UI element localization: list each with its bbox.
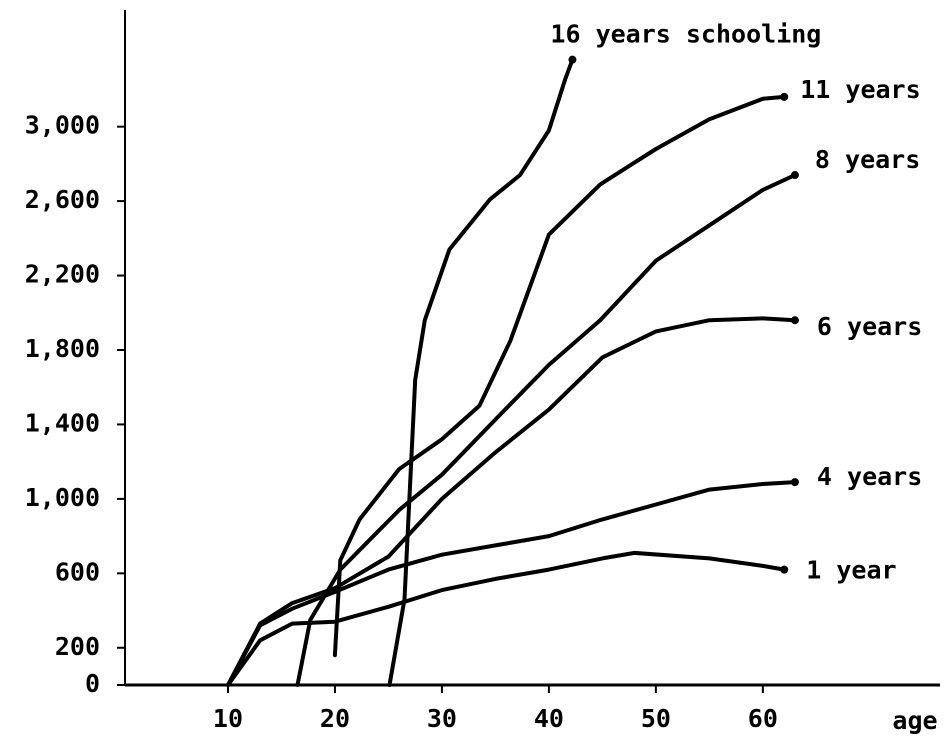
y-tick-label: 1,800: [25, 334, 100, 363]
series-label: 8 years: [815, 145, 920, 174]
y-tick-label: 3,000: [25, 111, 100, 140]
y-tick-label: 200: [55, 632, 100, 661]
x-tick-label: 10: [213, 704, 243, 733]
line-end: [790, 316, 799, 325]
line-series: [295, 173, 797, 687]
x-tick-label: 60: [748, 704, 778, 733]
y-tick-label: 1,400: [25, 408, 100, 437]
y-tick-label: 600: [55, 557, 100, 586]
y-tick-label: 2,600: [25, 185, 100, 214]
line-series: [332, 94, 787, 658]
x-axis-label: age: [892, 706, 937, 735]
line-series: [226, 316, 797, 687]
line-end: [780, 92, 789, 101]
series-label: 16 years schooling: [550, 20, 821, 49]
series-label: 6 years: [817, 312, 922, 341]
line-end: [790, 478, 799, 487]
line-end: [790, 171, 799, 180]
y-tick-label: 1,000: [25, 483, 100, 512]
y-tick-label: 2,200: [25, 260, 100, 289]
x-tick-label: 30: [427, 704, 457, 733]
y-tick-label: 0: [85, 669, 100, 698]
x-tick-label: 40: [534, 704, 564, 733]
line-series: [387, 57, 575, 687]
line-series: [226, 550, 787, 687]
line-end: [568, 55, 577, 64]
series-label: 4 years: [817, 462, 922, 491]
line-end: [780, 565, 789, 574]
series-label: 1 year: [806, 556, 896, 585]
series-label: 11 years: [800, 75, 920, 104]
line-series: [226, 480, 797, 687]
x-tick-label: 50: [641, 704, 671, 733]
x-tick-label: 20: [320, 704, 350, 733]
